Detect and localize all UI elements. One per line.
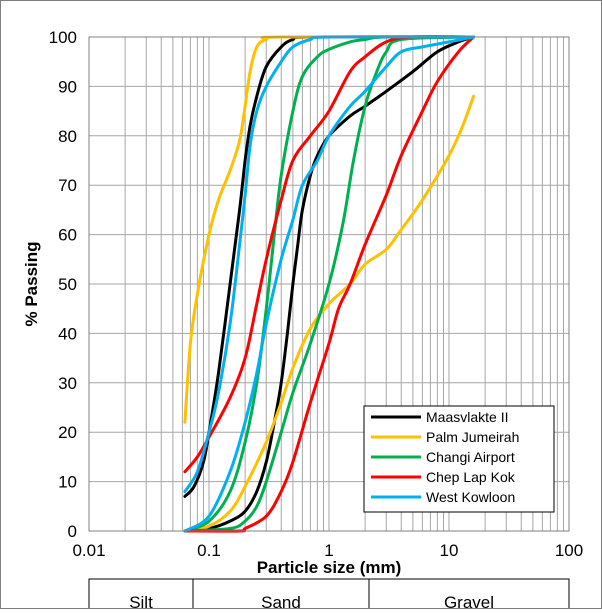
- legend-label: Chep Lap Kok: [426, 469, 516, 485]
- y-tick-labels: 0 10 20 30 40 50 60 70 80 90 100: [49, 28, 77, 541]
- series-line-west-kowloon-fine: [183, 35, 475, 493]
- y-tick-label: 10: [58, 473, 77, 492]
- soil-class-table: Silt Sand Gravel: [88, 578, 570, 613]
- legend-label: West Kowloon: [426, 489, 515, 505]
- x-tick-label: 10: [440, 541, 459, 560]
- y-tick-label: 80: [58, 127, 77, 146]
- series-line-palm-jumeirah-coarse: [183, 94, 475, 533]
- y-tick-label: 20: [58, 423, 77, 442]
- y-tick-label: 50: [58, 275, 77, 294]
- y-tick-label: 70: [58, 176, 77, 195]
- y-tick-label: 100: [49, 28, 77, 47]
- legend-box: [363, 405, 555, 513]
- series-line-chep-lap-kok-coarse: [183, 35, 475, 533]
- plot-area-border: [88, 36, 570, 532]
- y-tick-label: 60: [58, 226, 77, 245]
- x-axis-title: Particle size (mm): [257, 558, 402, 577]
- series-line-maasvlakte-ii-coarse: [183, 35, 475, 533]
- y-axis-title: % Passing: [22, 241, 41, 326]
- series-line-chep-lap-kok-fine: [183, 35, 475, 474]
- legend-label: Changi Airport: [426, 449, 515, 465]
- series-line-changi-airport-coarse: [183, 35, 475, 533]
- x-tick-labels: 0.01 0.1 1 10 100: [72, 541, 583, 560]
- y-tick-label: 30: [58, 374, 77, 393]
- class-sand: Sand: [261, 593, 301, 608]
- legend-label: Palm Jumeirah: [426, 429, 519, 445]
- x-tick-label: 0.1: [197, 541, 221, 560]
- series-line-palm-jumeirah-fine: [183, 35, 475, 424]
- x-tick-label: 100: [555, 541, 583, 560]
- y-tick-label: 90: [58, 77, 77, 96]
- class-silt: Silt: [129, 593, 153, 608]
- class-gravel: Gravel: [444, 593, 494, 608]
- y-tick-label: 40: [58, 324, 77, 343]
- x-tick-label: 1: [324, 541, 333, 560]
- gradation-curves: [183, 35, 475, 533]
- y-tick-label: 0: [68, 522, 77, 541]
- legend-label: Maasvlakte II: [426, 409, 508, 425]
- legend: Maasvlakte II Palm Jumeirah Changi Airport…: [363, 405, 555, 513]
- series-line-maasvlakte-ii-fine: [183, 35, 475, 498]
- series-line-west-kowloon-coarse: [183, 35, 475, 533]
- x-tick-label: 0.01: [72, 541, 105, 560]
- series-line-changi-airport-fine: [183, 35, 475, 533]
